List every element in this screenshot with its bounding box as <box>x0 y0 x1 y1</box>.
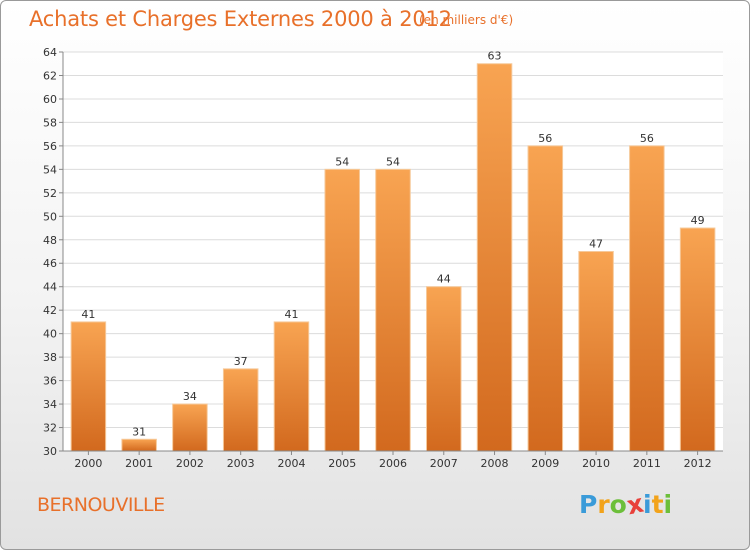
y-tick-label: 46 <box>43 257 57 270</box>
bar-2006 <box>375 168 411 452</box>
x-tick-label-2000: 2000 <box>74 457 102 470</box>
x-tick-label-2005: 2005 <box>328 457 356 470</box>
bar-2008 <box>476 63 513 452</box>
x-tick-label-2001: 2001 <box>125 457 153 470</box>
x-tick-label-2002: 2002 <box>176 457 204 470</box>
y-tick-label: 42 <box>43 304 57 317</box>
data-label-2003: 37 <box>234 355 248 368</box>
y-tick-label: 44 <box>43 281 57 294</box>
x-tick-label-2007: 2007 <box>430 457 458 470</box>
y-tick-label: 56 <box>43 140 57 153</box>
bar-2000 <box>70 321 107 452</box>
y-tick-label: 30 <box>43 445 57 458</box>
logo-letter: o <box>609 490 627 519</box>
x-tick-label-2010: 2010 <box>582 457 610 470</box>
bar-2004 <box>273 321 310 452</box>
bar-2002 <box>172 403 208 452</box>
x-tick-label-2004: 2004 <box>277 457 305 470</box>
bar-2012 <box>679 227 716 452</box>
data-label-2006: 54 <box>386 155 400 168</box>
data-label-2008: 63 <box>488 50 502 63</box>
commune-name: BERNOUVILLE <box>37 494 165 516</box>
y-tick-label: 36 <box>43 375 57 388</box>
data-label-2011: 56 <box>640 132 654 145</box>
y-tick-label: 54 <box>43 163 57 176</box>
bar-2010 <box>578 251 614 452</box>
data-label-2000: 41 <box>81 308 95 321</box>
logo-letter: r <box>597 490 610 519</box>
bar-2001 <box>121 438 157 452</box>
y-tick-label: 64 <box>43 46 57 59</box>
data-label-2009: 56 <box>538 132 552 145</box>
data-label-2005: 54 <box>335 155 349 168</box>
data-label-2007: 44 <box>437 273 451 286</box>
y-tick-label: 58 <box>43 116 57 129</box>
logo-letter: i <box>663 490 673 519</box>
chart-subtitle: (en milliers d'€) <box>419 13 514 27</box>
y-tick-label: 52 <box>43 187 57 200</box>
data-label-2004: 41 <box>284 308 298 321</box>
x-tick-label-2011: 2011 <box>633 457 661 470</box>
x-tick-label-2008: 2008 <box>481 457 509 470</box>
chart-title: Achats et Charges Externes 2000 à 2012 <box>29 7 452 31</box>
x-tick-label-2012: 2012 <box>684 457 712 470</box>
y-tick-label: 38 <box>43 351 57 364</box>
data-label-2001: 31 <box>132 425 146 438</box>
y-tick-label: 40 <box>43 328 57 341</box>
logo-letter: i <box>643 490 652 519</box>
logo-letter: P <box>579 490 598 519</box>
bar-2005 <box>324 168 360 452</box>
bar-2007 <box>426 286 462 452</box>
x-tick-label-2009: 2009 <box>531 457 559 470</box>
y-tick-label: 48 <box>43 234 57 247</box>
y-tick-label: 32 <box>43 422 57 435</box>
data-label-2012: 49 <box>691 214 705 227</box>
proxiti-logo: Proxiti <box>579 489 673 521</box>
y-tick-label: 62 <box>43 69 57 82</box>
y-tick-label: 50 <box>43 210 57 223</box>
data-label-2002: 34 <box>183 390 197 403</box>
x-tick-label-2003: 2003 <box>227 457 255 470</box>
logo-letter: t <box>651 490 664 519</box>
bar-2003 <box>222 368 259 452</box>
x-tick-label-2006: 2006 <box>379 457 407 470</box>
y-tick-label: 60 <box>43 93 57 106</box>
bar-2009 <box>527 145 564 452</box>
y-tick-label: 34 <box>43 398 57 411</box>
data-label-2010: 47 <box>589 238 603 251</box>
bar-2011 <box>629 145 665 452</box>
